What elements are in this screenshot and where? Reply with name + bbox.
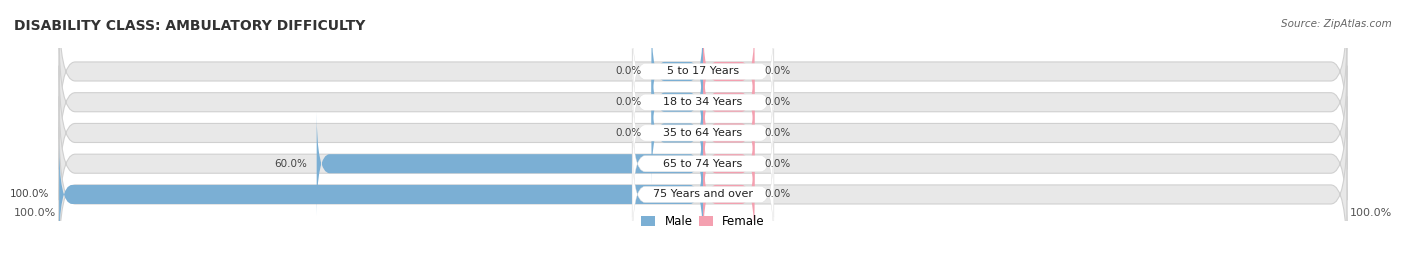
Legend: Male, Female: Male, Female bbox=[641, 215, 765, 228]
FancyBboxPatch shape bbox=[59, 35, 1347, 169]
Text: 0.0%: 0.0% bbox=[616, 66, 641, 76]
FancyBboxPatch shape bbox=[633, 49, 773, 155]
FancyBboxPatch shape bbox=[59, 4, 1347, 139]
Text: 60.0%: 60.0% bbox=[274, 159, 307, 169]
FancyBboxPatch shape bbox=[316, 112, 703, 216]
FancyBboxPatch shape bbox=[59, 96, 1347, 231]
Text: 100.0%: 100.0% bbox=[10, 189, 49, 199]
FancyBboxPatch shape bbox=[703, 112, 755, 216]
Text: 0.0%: 0.0% bbox=[765, 97, 790, 107]
Text: 0.0%: 0.0% bbox=[765, 128, 790, 138]
FancyBboxPatch shape bbox=[651, 20, 703, 123]
Text: 0.0%: 0.0% bbox=[616, 128, 641, 138]
Text: 35 to 64 Years: 35 to 64 Years bbox=[664, 128, 742, 138]
FancyBboxPatch shape bbox=[703, 81, 755, 185]
FancyBboxPatch shape bbox=[59, 66, 1347, 200]
FancyBboxPatch shape bbox=[633, 18, 773, 125]
FancyBboxPatch shape bbox=[703, 143, 755, 246]
FancyBboxPatch shape bbox=[59, 143, 703, 246]
Text: 0.0%: 0.0% bbox=[765, 189, 790, 199]
Text: Source: ZipAtlas.com: Source: ZipAtlas.com bbox=[1281, 19, 1392, 29]
FancyBboxPatch shape bbox=[633, 80, 773, 186]
Text: 65 to 74 Years: 65 to 74 Years bbox=[664, 159, 742, 169]
Text: 18 to 34 Years: 18 to 34 Years bbox=[664, 97, 742, 107]
Text: 75 Years and over: 75 Years and over bbox=[652, 189, 754, 199]
Text: 100.0%: 100.0% bbox=[14, 208, 56, 218]
Text: 0.0%: 0.0% bbox=[765, 159, 790, 169]
FancyBboxPatch shape bbox=[59, 127, 1347, 262]
FancyBboxPatch shape bbox=[703, 50, 755, 154]
Text: 100.0%: 100.0% bbox=[1350, 208, 1392, 218]
FancyBboxPatch shape bbox=[651, 50, 703, 154]
FancyBboxPatch shape bbox=[703, 20, 755, 123]
Text: DISABILITY CLASS: AMBULATORY DIFFICULTY: DISABILITY CLASS: AMBULATORY DIFFICULTY bbox=[14, 19, 366, 33]
Text: 5 to 17 Years: 5 to 17 Years bbox=[666, 66, 740, 76]
FancyBboxPatch shape bbox=[633, 141, 773, 248]
FancyBboxPatch shape bbox=[651, 81, 703, 185]
Text: 0.0%: 0.0% bbox=[765, 66, 790, 76]
Text: 0.0%: 0.0% bbox=[616, 97, 641, 107]
FancyBboxPatch shape bbox=[633, 110, 773, 217]
